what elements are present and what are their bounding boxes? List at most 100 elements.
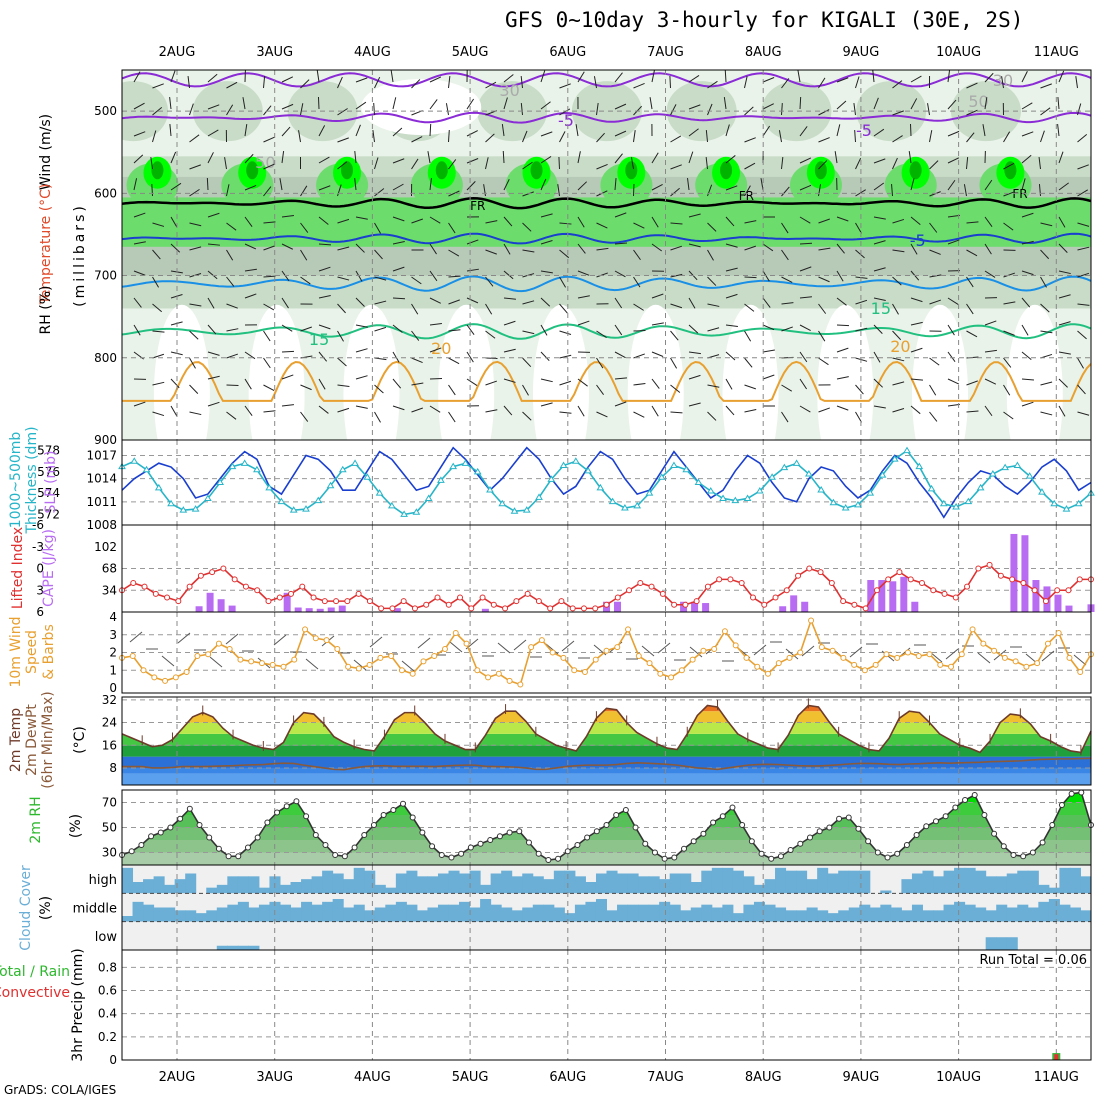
lifted-index-line-point [220,565,227,572]
rh2m-line-point [913,832,920,838]
wind-barb [688,374,701,380]
wind-barb [133,154,144,164]
rh-cell-core [814,161,827,180]
wind-barb [724,70,727,83]
wind-barb [873,97,879,110]
wind-barb [263,275,276,278]
wind-barb [244,351,256,360]
cape-tick: 68 [102,562,117,576]
cloud-block [427,876,439,894]
rh2m-line-point [1029,849,1036,856]
lifted-index-line-point [738,580,745,586]
thickness-tick: 572 [37,507,60,521]
cloud-block [785,870,797,894]
rh2m-line-point [1039,839,1046,846]
rh2m-line-point [370,822,377,828]
cloud-block [216,907,228,922]
rh2m-line-point [244,844,251,851]
wind-barb [688,351,701,355]
wind-barb [947,378,960,385]
precip-ylabel-3: Convective [0,985,70,1001]
lifted-index-line-point [896,569,903,576]
wind-barb [910,216,921,225]
thickness-line-point [1062,505,1071,512]
wind-barb [1058,270,1071,275]
cloud-block [564,870,576,894]
x-tick-label: 10AUG [936,1070,981,1085]
wind-barb [559,303,568,314]
wind-barb [1058,321,1071,326]
wind-barb [374,188,385,197]
wind10-line-point [334,645,341,652]
thickness-line-point [351,459,359,466]
wind-barb [984,216,993,228]
wind-barb [152,222,165,227]
cape-bar [889,581,897,612]
temp-bands [122,697,1091,785]
wind-barb [337,76,343,89]
thickness-line-point [755,487,764,494]
wind-barb [744,409,757,413]
wind10-line-point [538,637,545,644]
cloud-block [1038,884,1050,894]
isotherm-label: -5 [910,231,926,250]
thickness-line-point [547,475,556,482]
wind-barb [170,216,178,228]
wind10-line-point [937,661,944,668]
slp-tick: 1014 [86,472,117,486]
cloud-block [933,910,945,922]
rh2m-line-point [642,840,649,847]
cloud-block [143,904,155,922]
rh-cell-core [435,161,448,180]
wind-barb [633,82,645,89]
rh2m-line-point [235,853,242,860]
wind-barb [836,77,849,83]
cape-bar [614,601,622,612]
cloud-block [880,904,892,922]
wind-barb [133,324,141,336]
cloud-block [806,907,818,922]
thickness-line-point [817,485,826,493]
thickness-line-point [878,471,887,478]
rh2m-line-point [690,838,697,845]
rh2m-band [122,852,1091,865]
wind-barb [559,249,570,259]
thickness-line-point [424,494,433,501]
wind-barb [670,135,682,143]
wind10-tick: 3 [109,628,117,642]
cloud-block [248,945,260,950]
wind-barb [281,151,285,164]
wind-barb [189,330,199,340]
wind-barb [411,357,423,364]
wind-barb [187,76,190,89]
lifted-index-line-point [761,601,768,608]
wind-barb [281,103,294,110]
wind-barb [892,357,905,362]
wind-barb [244,268,257,272]
cloud-block [574,876,586,894]
wind-barb [836,243,845,254]
cloud-block [427,907,439,922]
wind-barb [707,80,718,89]
wind10-line-point [883,651,890,658]
thickness-line-point [179,506,188,513]
isotherm-label: -5 [558,111,574,130]
cloud-blocks [122,865,1092,950]
thickness-line-point [694,478,703,485]
wind-barb [337,276,350,281]
lifted-index-line-point [366,598,373,605]
wind10-barb [689,646,703,658]
cape-bar [1021,535,1029,612]
x-tick-label: 10AUG [936,45,981,60]
wind10-barb [305,658,319,670]
lifted-index-line-point [276,594,283,601]
wind-barb [984,72,994,83]
wind-barb [781,186,790,197]
wind-barb [836,100,847,110]
rh2m-line-point [845,814,852,821]
cloud-block [732,870,744,894]
rh2m-line-point [719,813,726,820]
rh2m-line-point [1068,790,1075,797]
rh2m-line-point [661,855,668,862]
wind-barb [355,243,365,253]
